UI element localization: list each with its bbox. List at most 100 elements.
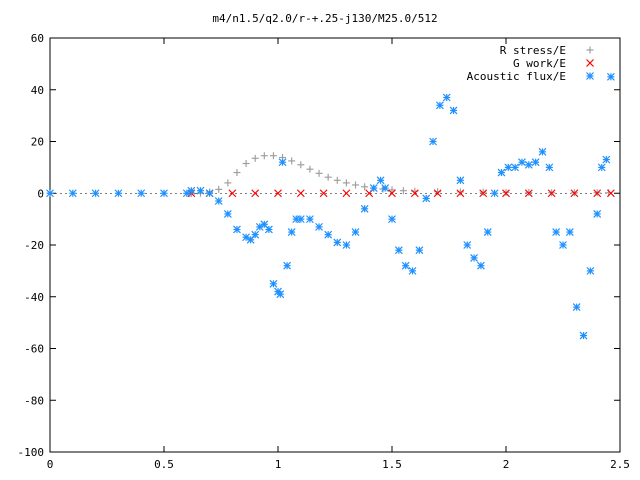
data-point xyxy=(315,169,323,177)
data-point xyxy=(442,93,451,102)
data-point xyxy=(381,184,390,192)
data-point xyxy=(490,189,499,198)
data-point xyxy=(260,152,268,160)
x-tick-label: 2.5 xyxy=(610,458,630,471)
data-point xyxy=(296,215,305,224)
data-point xyxy=(137,189,146,198)
data-point xyxy=(342,189,351,198)
data-point xyxy=(114,189,123,198)
data-point xyxy=(297,161,305,169)
data-point xyxy=(602,155,611,164)
y-tick-label: 20 xyxy=(31,136,44,149)
data-point xyxy=(470,254,479,262)
x-tick-label: 1 xyxy=(275,458,282,471)
data-point xyxy=(376,176,385,185)
data-point xyxy=(283,261,292,270)
y-tick-label: -60 xyxy=(24,343,44,356)
data-point xyxy=(545,163,554,172)
data-point xyxy=(422,194,431,203)
legend-marker xyxy=(586,46,594,54)
data-point xyxy=(429,137,437,146)
data-point xyxy=(351,228,360,236)
data-point xyxy=(586,266,595,275)
data-point xyxy=(274,189,282,198)
data-point xyxy=(352,181,360,189)
y-tick-label: -20 xyxy=(24,239,44,252)
legend-marker xyxy=(586,72,594,80)
data-point xyxy=(205,189,214,198)
data-point xyxy=(187,186,196,195)
data-point xyxy=(342,179,350,187)
data-point xyxy=(504,163,513,172)
legend-label: R stress/E xyxy=(500,44,566,57)
chart-title: m4/n1.5/q2.0/r-+.25-j130/M25.0/512 xyxy=(212,12,437,25)
data-point xyxy=(324,230,333,239)
data-point xyxy=(531,158,540,167)
data-point xyxy=(476,261,485,270)
data-point xyxy=(559,241,567,249)
data-point xyxy=(456,189,465,198)
data-point xyxy=(296,189,305,198)
data-point xyxy=(91,189,100,198)
data-point xyxy=(524,160,533,169)
data-point xyxy=(360,204,369,213)
y-tick-label: -100 xyxy=(18,446,45,459)
data-point xyxy=(242,159,250,167)
x-tick-label: 2 xyxy=(503,458,510,471)
data-point xyxy=(552,228,561,236)
data-point xyxy=(196,186,205,195)
data-point xyxy=(287,228,296,236)
data-point xyxy=(342,241,351,249)
y-tick-label: -40 xyxy=(24,291,44,304)
data-point xyxy=(415,246,424,255)
legend-marker xyxy=(586,59,594,67)
data-point xyxy=(251,189,260,198)
y-tick-label: 60 xyxy=(31,32,44,45)
data-point xyxy=(547,189,556,198)
x-tick-label: 1.5 xyxy=(382,458,402,471)
x-tick-label: 0.5 xyxy=(154,458,174,471)
data-point xyxy=(570,189,579,198)
data-point xyxy=(434,188,442,196)
data-marks xyxy=(46,72,615,340)
data-point xyxy=(463,241,472,249)
data-point xyxy=(324,173,332,181)
data-point xyxy=(333,238,342,247)
data-point xyxy=(246,235,255,244)
data-point xyxy=(224,179,232,187)
data-point xyxy=(572,303,581,312)
data-point xyxy=(456,176,465,185)
data-point xyxy=(593,189,602,198)
data-point xyxy=(333,176,341,184)
data-point xyxy=(479,189,488,198)
data-point xyxy=(215,185,223,193)
y-tick-label: -80 xyxy=(24,394,44,407)
data-point xyxy=(276,290,285,299)
data-point xyxy=(388,186,396,194)
data-point xyxy=(479,188,487,196)
x-tick-label: 0 xyxy=(47,458,54,471)
data-point xyxy=(46,189,54,198)
y-tick-label: 40 xyxy=(31,84,44,97)
data-point xyxy=(269,279,278,288)
y-tick-label: 0 xyxy=(37,187,44,200)
data-point xyxy=(579,331,588,340)
data-point xyxy=(223,210,232,218)
data-point xyxy=(456,188,464,196)
data-point xyxy=(401,261,410,270)
data-point xyxy=(518,158,526,167)
data-point xyxy=(315,222,323,231)
data-point xyxy=(251,230,260,239)
data-point xyxy=(278,158,287,167)
data-point xyxy=(269,152,277,160)
series-2 xyxy=(46,72,615,340)
data-point xyxy=(433,189,442,198)
data-point xyxy=(449,106,458,115)
data-point xyxy=(288,157,296,165)
data-point xyxy=(388,215,396,224)
data-point xyxy=(319,189,328,198)
data-point xyxy=(410,189,419,198)
